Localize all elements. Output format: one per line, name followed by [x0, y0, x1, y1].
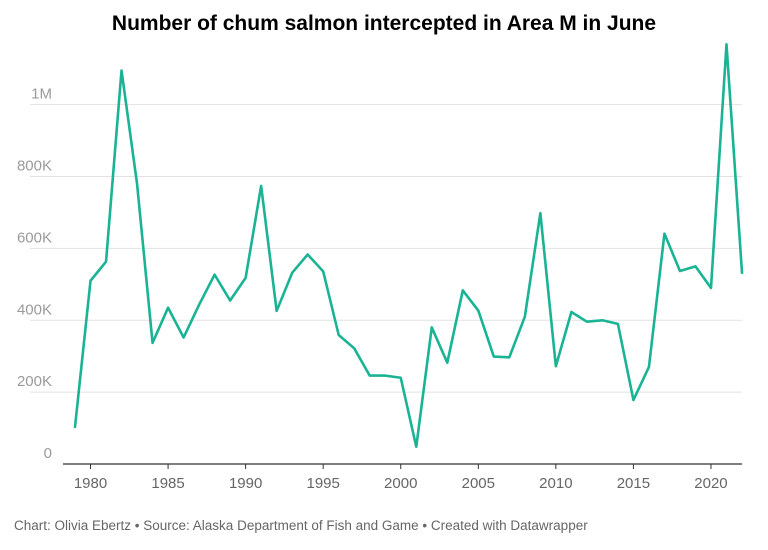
- y-tick-label: 1M: [31, 86, 52, 103]
- y-tick-label: 600K: [17, 229, 52, 246]
- x-axis-ticks: 1980 1985 1990 1995 2000 2005 2010 2015 2020: [74, 464, 728, 492]
- y-tick-label: 200K: [17, 373, 52, 390]
- x-tick-label: 2010: [539, 475, 572, 492]
- chart-footer: Chart: Olivia Ebertz • Source: Alaska De…: [14, 518, 588, 533]
- y-tick-label: 800K: [17, 158, 52, 175]
- y-axis-ticks: 0 200K 400K 600K 800K 1M: [17, 86, 52, 462]
- gridlines: [30, 104, 742, 393]
- x-tick-label: 2015: [617, 475, 650, 492]
- y-tick-label: 0: [44, 445, 52, 462]
- x-tick-label: 1980: [74, 475, 107, 492]
- series: [73, 43, 744, 449]
- series-line: [73, 43, 744, 449]
- x-tick-label: 1985: [151, 475, 184, 492]
- x-tick-label: 1990: [229, 475, 262, 492]
- x-tick-label: 2020: [694, 475, 727, 492]
- x-tick-label: 1995: [306, 475, 339, 492]
- x-tick-label: 2005: [462, 475, 495, 492]
- y-tick-label: 400K: [17, 301, 52, 318]
- chart-title: Number of chum salmon intercepted in Are…: [111, 12, 657, 35]
- x-tick-label: 2000: [384, 475, 417, 492]
